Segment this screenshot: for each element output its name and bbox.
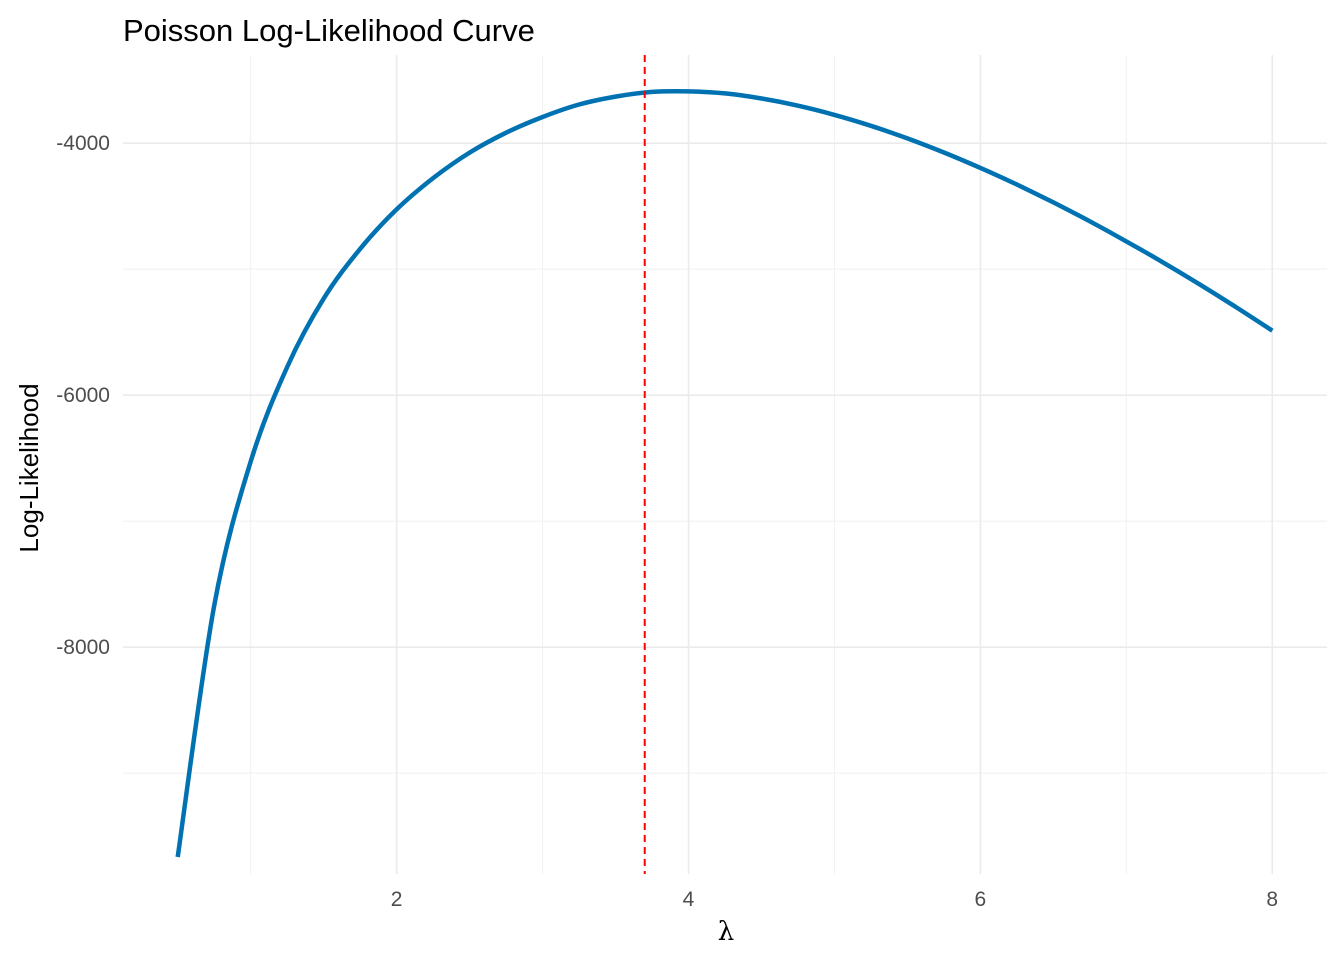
y-tick-label: -8000	[56, 636, 110, 659]
y-axis-title: Log-Likelihood	[14, 383, 44, 552]
x-axis-title: λ	[718, 917, 734, 947]
y-axis-ticks: -8000 -6000 -4000	[56, 132, 110, 659]
y-tick-label: -6000	[56, 384, 110, 407]
minor-gridlines	[123, 55, 1327, 874]
chart-title: Poisson Log-Likelihood Curve	[123, 13, 535, 48]
x-axis-ticks: 2 4 6 8	[391, 888, 1278, 911]
x-tick-label: 6	[975, 888, 987, 911]
y-tick-label: -4000	[56, 132, 110, 155]
x-tick-label: 8	[1266, 888, 1278, 911]
major-gridlines	[123, 55, 1327, 874]
x-tick-label: 4	[683, 888, 695, 911]
x-tick-label: 2	[391, 888, 403, 911]
log-likelihood-line	[175, 89, 1274, 858]
series-layer	[175, 89, 1274, 858]
